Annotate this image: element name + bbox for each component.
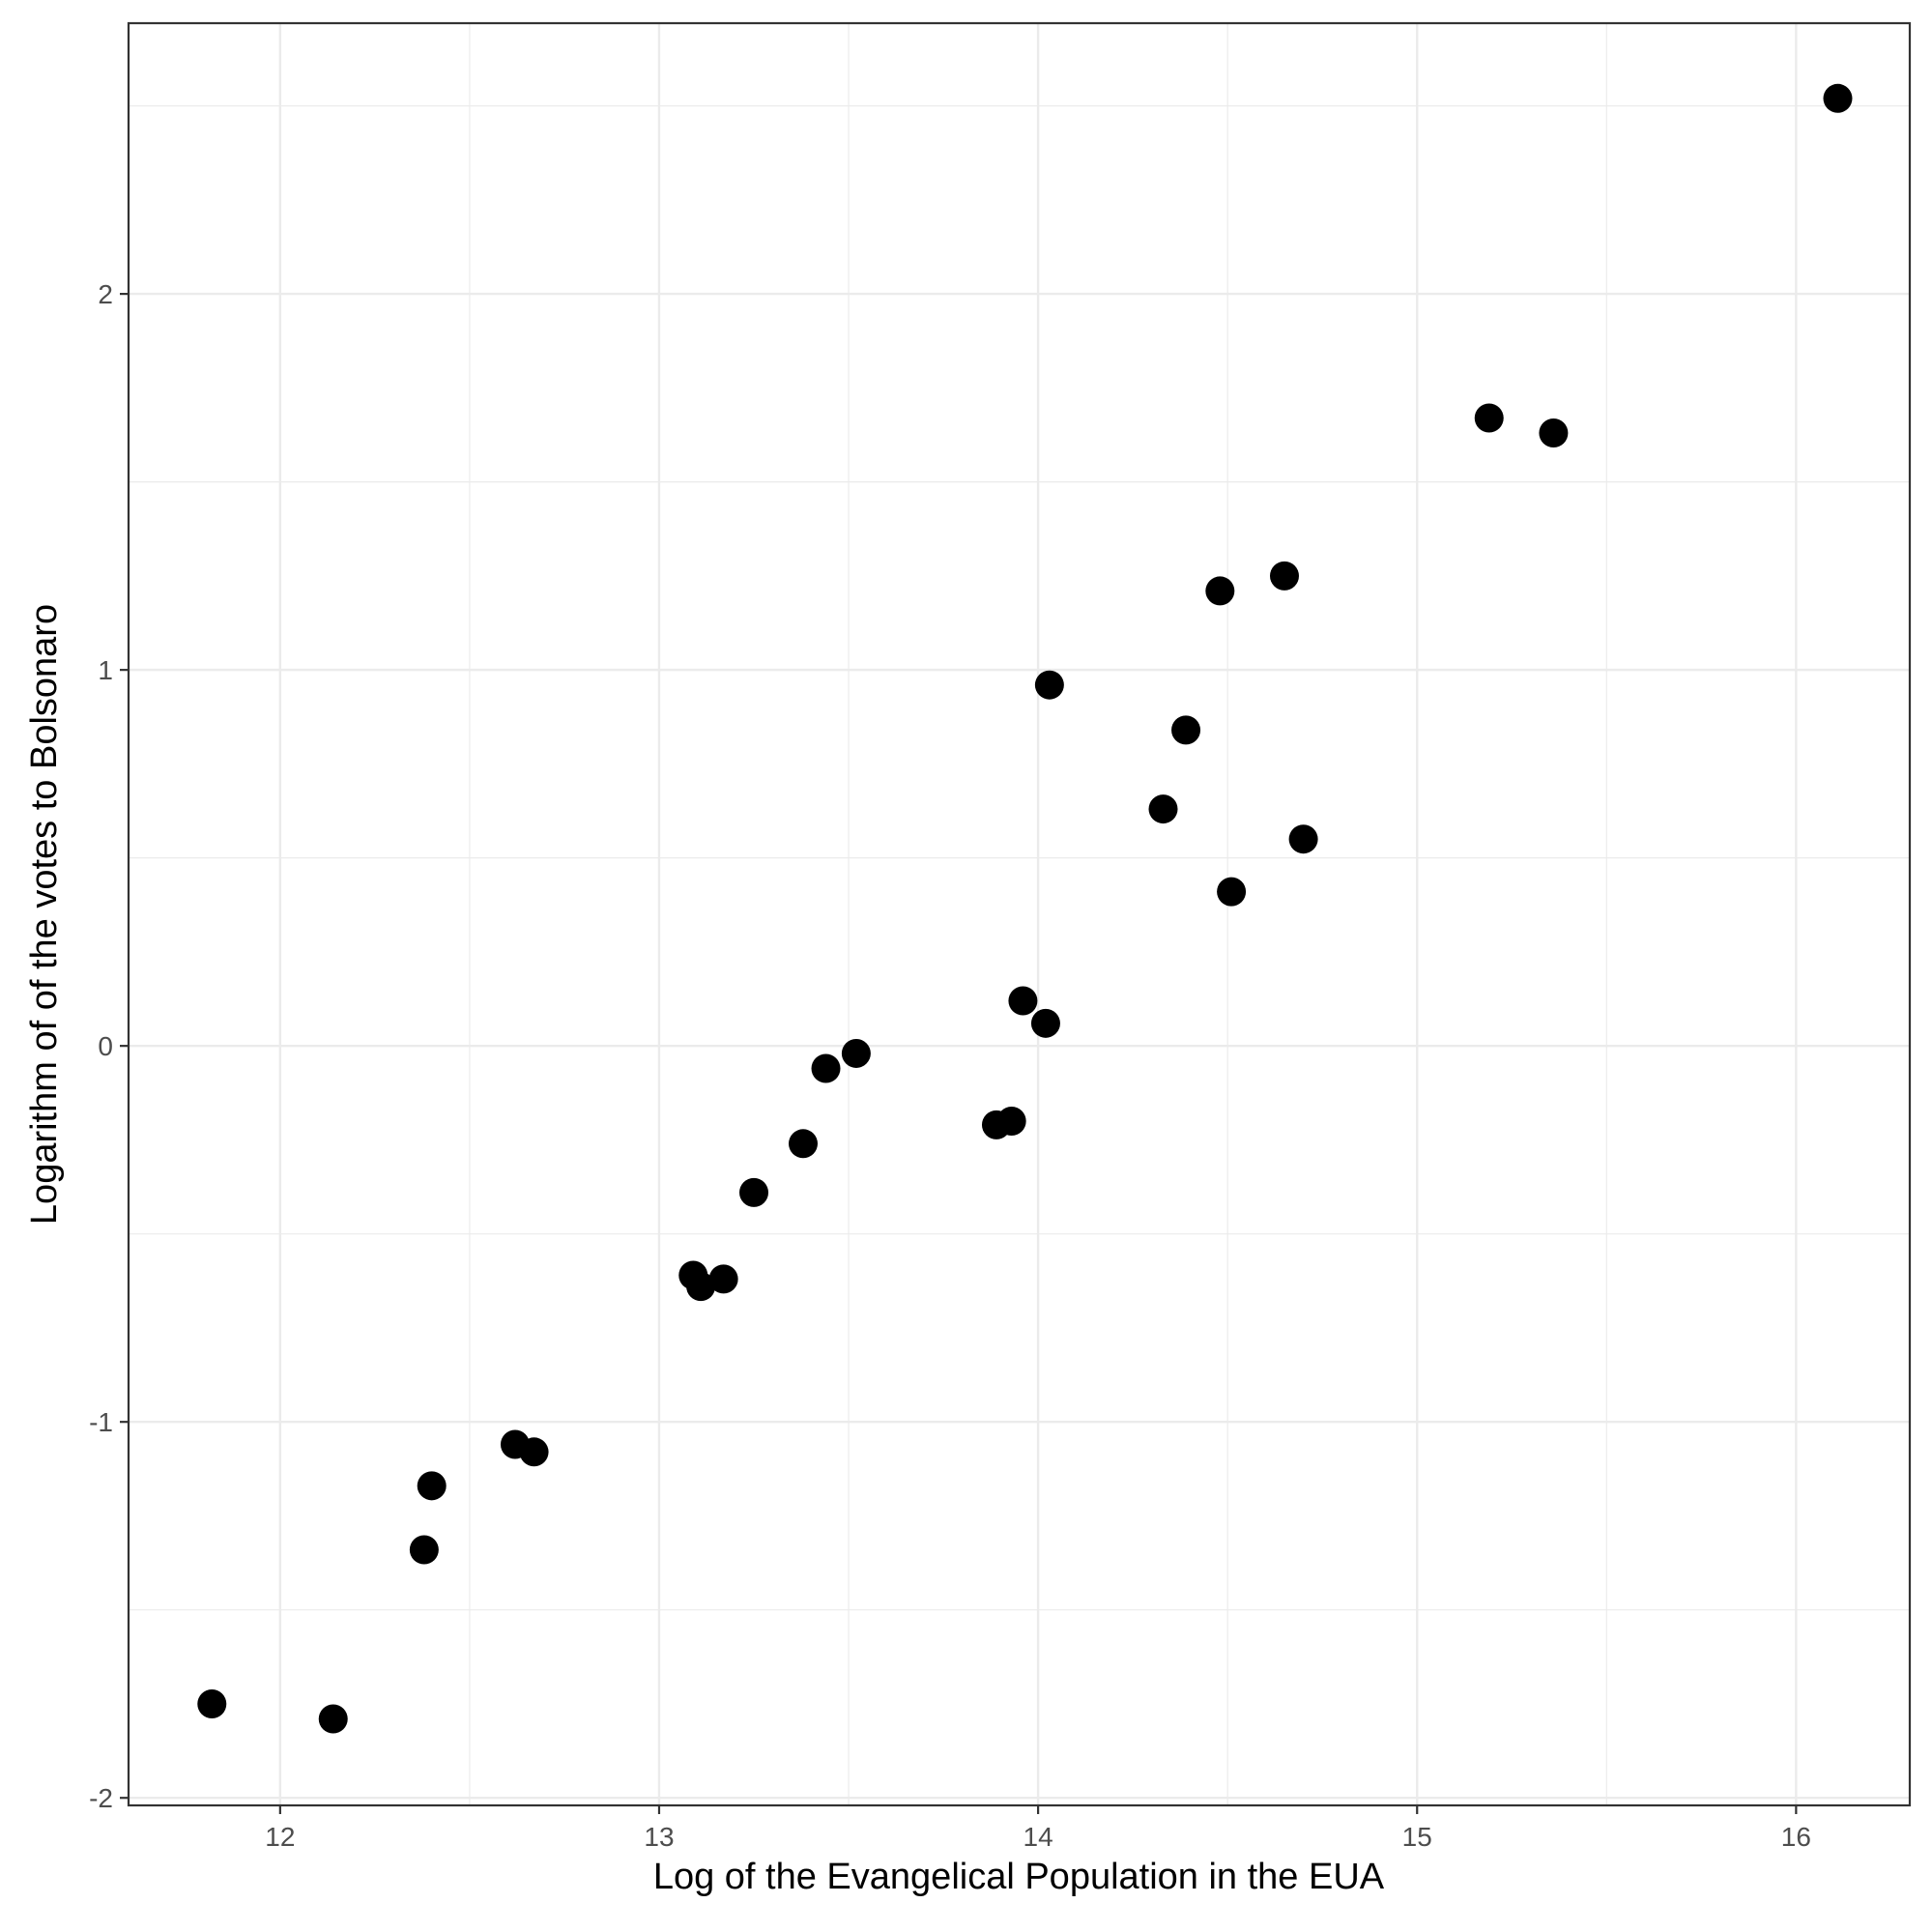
data-point bbox=[1539, 418, 1569, 448]
data-point bbox=[1474, 403, 1504, 433]
data-point bbox=[519, 1437, 549, 1467]
data-point bbox=[1148, 794, 1178, 824]
y-axis-title: Logarithm of of the votes to Bolsonaro bbox=[24, 604, 65, 1225]
data-points bbox=[197, 83, 1853, 1734]
plot-panel bbox=[129, 23, 1910, 1805]
x-tick-label: 12 bbox=[265, 1822, 295, 1852]
data-point bbox=[1288, 824, 1318, 854]
data-point bbox=[1205, 576, 1235, 606]
x-tick-label: 15 bbox=[1402, 1822, 1432, 1852]
x-tick-label: 14 bbox=[1024, 1822, 1053, 1852]
data-point bbox=[409, 1535, 439, 1565]
y-tick-label: -2 bbox=[89, 1783, 113, 1813]
data-point bbox=[197, 1688, 227, 1718]
plot-border bbox=[127, 21, 1912, 1807]
data-point bbox=[417, 1471, 447, 1501]
y-tick-label: 0 bbox=[98, 1031, 113, 1061]
x-tick-label: 13 bbox=[644, 1822, 674, 1852]
data-point bbox=[788, 1129, 818, 1159]
y-axis-ticks: -2 -1 0 1 2 bbox=[89, 279, 129, 1813]
data-point bbox=[811, 1053, 841, 1083]
x-tick-label: 16 bbox=[1781, 1822, 1811, 1852]
y-tick-label: 1 bbox=[98, 655, 113, 685]
data-point bbox=[1034, 670, 1064, 700]
x-axis-ticks: 12 13 14 15 16 bbox=[265, 1805, 1811, 1852]
data-point bbox=[1030, 1008, 1060, 1038]
y-tick-label: -1 bbox=[89, 1407, 113, 1437]
data-point bbox=[318, 1704, 348, 1734]
data-point bbox=[708, 1264, 738, 1294]
y-tick-label: 2 bbox=[98, 279, 113, 309]
data-point bbox=[1823, 83, 1853, 113]
data-point bbox=[1269, 561, 1299, 591]
data-point bbox=[686, 1272, 716, 1302]
data-point bbox=[996, 1106, 1026, 1136]
x-axis-title: Log of the Evangelical Population in the… bbox=[653, 1857, 1385, 1897]
data-point bbox=[1217, 877, 1247, 907]
data-point bbox=[739, 1177, 769, 1207]
data-point bbox=[841, 1038, 871, 1068]
data-point bbox=[1171, 715, 1201, 745]
data-point bbox=[1008, 986, 1038, 1016]
major-gridlines bbox=[129, 23, 1910, 1805]
minor-gridlines bbox=[129, 23, 1910, 1805]
